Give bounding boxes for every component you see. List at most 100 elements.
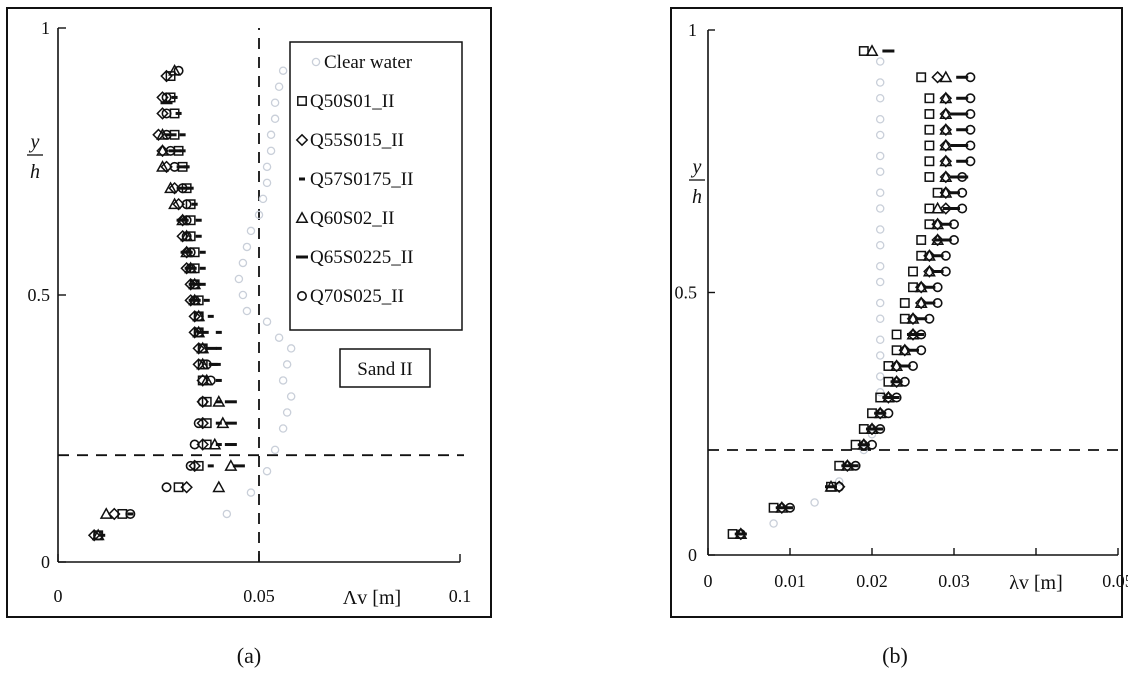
panel-a-point (165, 145, 176, 156)
panel-b-point (939, 139, 953, 152)
panel-b-xtick-label: 0 (704, 571, 713, 591)
panel-b-point (965, 72, 976, 83)
panel-b-point (939, 107, 953, 121)
panel-b-xtick-label: 0.05 (1102, 571, 1128, 591)
panel-b-point (875, 387, 885, 397)
panel-b-ylabel-num: y (691, 156, 702, 178)
panel-a-point (196, 357, 210, 370)
panel-a-point (180, 262, 193, 275)
panel-a-ylabel-num: y (29, 131, 40, 153)
panel-b-point (875, 225, 885, 234)
panel-b-point (810, 498, 819, 507)
panel-a-point (282, 360, 292, 369)
panel-a-point (278, 376, 288, 385)
panel-b-point (965, 124, 976, 135)
panel-b-point (940, 266, 951, 277)
panel-a-point (196, 416, 209, 430)
panel-a-ytick-label: 1 (41, 18, 50, 38)
panel-b-point (875, 351, 885, 360)
panel-a-point (222, 509, 232, 519)
panel-a-point (184, 294, 197, 307)
panel-b-point (883, 361, 894, 371)
panel-a-point (188, 459, 201, 473)
panel-a-point (270, 114, 280, 124)
panel-b-point (939, 91, 953, 105)
panel-b-point (939, 154, 953, 168)
panel-b-point (957, 172, 968, 183)
panel-b-point (875, 94, 885, 103)
panel-a-point (286, 344, 296, 353)
panel-b-point (769, 519, 778, 528)
panel-b-point (924, 313, 935, 324)
panel-b-point (875, 188, 885, 197)
panel-b-point (939, 186, 953, 200)
panel-b-point (916, 329, 927, 340)
panel-a-point (208, 437, 222, 450)
panel-a-point (193, 418, 204, 429)
panel-a-point (156, 144, 169, 156)
panel-a-point (188, 326, 201, 339)
panel-a-point (274, 333, 284, 342)
panel-b-point (932, 282, 943, 293)
panel-a-point (192, 342, 205, 355)
panel-b-point (939, 170, 953, 182)
panel-a-point (161, 482, 172, 493)
panel-a-ylabel-den: h (30, 161, 40, 183)
panel-b-point (939, 70, 953, 83)
panel-a-point (254, 210, 264, 220)
panel-a-point (212, 480, 226, 493)
panel-a-point (189, 295, 200, 306)
panel-b-point (875, 261, 885, 271)
panel-a-point (262, 466, 272, 476)
panel-b-xtick-label: 0.02 (856, 571, 888, 591)
panel-b-point (908, 266, 918, 277)
panel-a-point (181, 215, 192, 226)
panel-a-point (99, 507, 113, 519)
panel-a-point (168, 63, 182, 76)
panel-a-point (156, 107, 169, 120)
panel-b-point (834, 477, 844, 486)
panel-b-point (908, 282, 918, 293)
panel-b-point (924, 219, 935, 230)
panel-b-point (916, 250, 927, 261)
panel-a-point (266, 130, 276, 140)
panel-a-point (197, 396, 208, 407)
panel-a-point (258, 194, 268, 204)
panel-a-point (161, 129, 172, 140)
panel-b-ytick-label: 0.5 (675, 283, 698, 303)
panel-a-point (246, 226, 256, 236)
panel-b-point (866, 439, 877, 450)
panel-b-point (859, 445, 869, 455)
panel-a-point (197, 343, 208, 354)
panel-a-point (161, 108, 172, 119)
panel-b-xtick-label: 0.01 (774, 571, 806, 591)
panel-b-point (939, 170, 953, 184)
panel-b-point (948, 219, 959, 230)
legend-marker (295, 211, 309, 223)
panel-b-point (924, 140, 935, 151)
panel-a-xtick-label: 0 (54, 586, 63, 606)
legend-marker (311, 57, 321, 67)
panel-a-point (180, 246, 193, 259)
panel-b-point (939, 202, 953, 215)
panel-b-point (965, 156, 976, 167)
panel-b-point (906, 312, 920, 326)
panel-b-point (875, 115, 885, 124)
panel-b-point (867, 429, 877, 439)
panel-a-point (282, 408, 292, 417)
panel-b-point (931, 201, 945, 214)
sand-annotation-box (339, 348, 431, 388)
panel-a-point (270, 445, 280, 455)
panel-b-ytick-label: 1 (688, 20, 697, 40)
panel-b-point (931, 233, 944, 247)
panel-b-point (875, 335, 885, 344)
panel-b-point (924, 109, 935, 119)
panel-b-point (865, 422, 879, 436)
panel-b-point (924, 124, 935, 135)
panel-b-point (875, 298, 885, 308)
legend-marker (297, 96, 307, 106)
panel-a-point (173, 482, 184, 493)
panel-b-point (907, 360, 918, 371)
panel-b-point (939, 154, 953, 167)
panel-a-point (164, 181, 178, 194)
